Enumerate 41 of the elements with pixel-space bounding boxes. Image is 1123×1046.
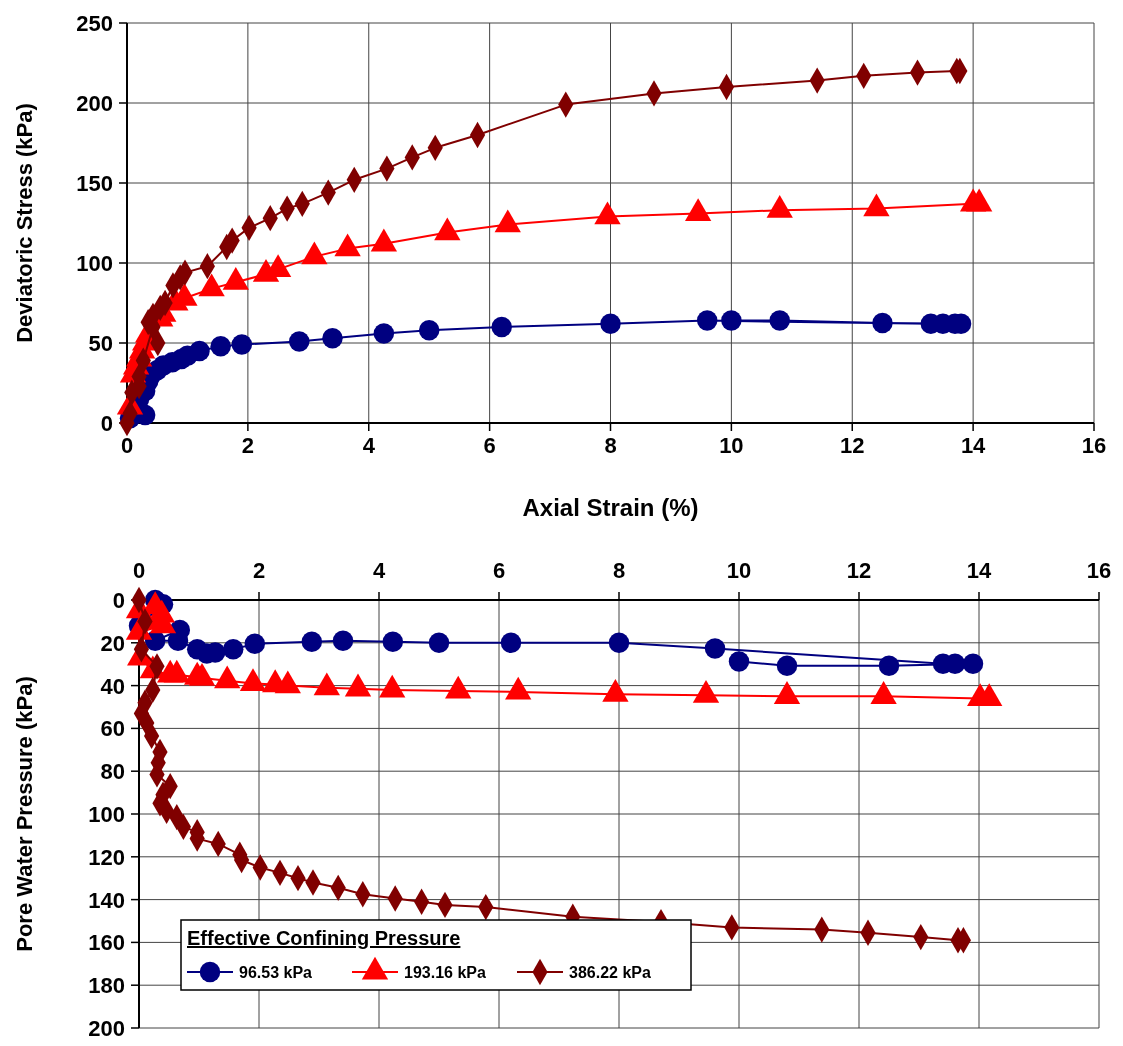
y-tick-label: 20 (100, 630, 125, 656)
x-tick-label: 12 (840, 433, 865, 458)
y-tick-label: 100 (76, 251, 113, 276)
x-tick-label: 2 (241, 433, 254, 458)
x-tick-label: 10 (726, 558, 752, 583)
x-axis-title: Axial Strain (%) (522, 494, 699, 521)
x-tick-label: 2 (252, 558, 266, 583)
x-tick-label: 10 (719, 433, 744, 458)
x-tick-label: 16 (1086, 558, 1112, 583)
legend-label: 96.53 kPa (239, 964, 313, 981)
y-tick-label: 140 (88, 887, 125, 913)
y-tick-label: 120 (88, 844, 125, 870)
y-tick-label: 80 (100, 759, 125, 785)
y-tick-label: 180 (88, 973, 125, 999)
y-tick-label: 60 (100, 716, 125, 742)
x-tick-label: 14 (960, 433, 987, 458)
y-tick-label: 200 (88, 1016, 125, 1041)
x-tick-label: 4 (372, 558, 386, 583)
legend-label: 386.22 kPa (569, 964, 651, 981)
legend-label: 193.16 kPa (404, 964, 486, 981)
y-axis-title: Deviatoric Stress (kPa) (12, 103, 37, 343)
x-tick-label: 14 (966, 558, 992, 583)
y-axis-title: Pore Water Pressure (kPa) (12, 676, 37, 952)
x-tick-label: 16 (1081, 433, 1107, 458)
x-tick-label: 6 (492, 558, 506, 583)
y-tick-label: 0 (112, 588, 125, 613)
x-tick-label: 12 (846, 558, 872, 583)
x-tick-label: 8 (604, 433, 617, 458)
y-tick-label: 200 (76, 91, 113, 116)
y-tick-label: 100 (88, 802, 125, 827)
y-tick-label: 250 (76, 11, 113, 36)
x-tick-label: 6 (483, 433, 496, 458)
y-tick-label: 40 (100, 673, 125, 699)
y-tick-label: 0 (100, 411, 113, 436)
y-tick-label: 150 (76, 171, 113, 196)
x-tick-label: 4 (362, 433, 376, 458)
legend-title: Effective Confining Pressure (187, 927, 461, 949)
y-tick-label: 160 (88, 930, 125, 956)
x-tick-label: 0 (132, 558, 146, 583)
y-tick-label: 50 (88, 331, 113, 356)
x-tick-label: 8 (612, 558, 626, 583)
